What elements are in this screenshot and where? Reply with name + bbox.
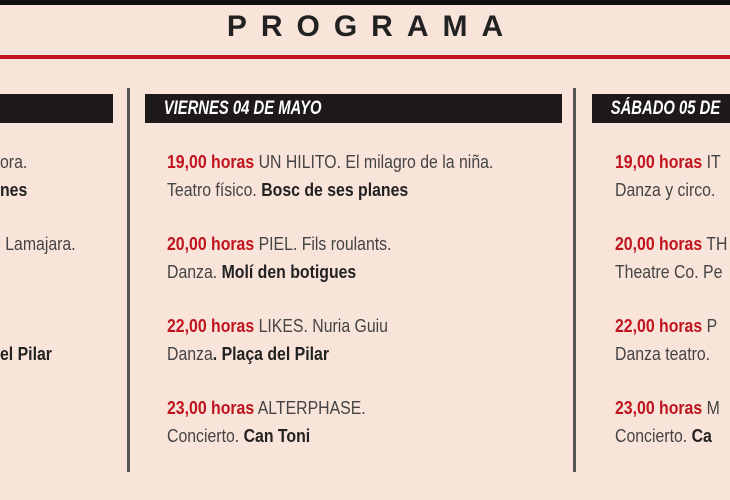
event-title: IT [702,152,721,172]
event-line: 19,00 horas IT [615,152,721,172]
event-line: 20,00 horas TH [615,234,727,254]
event-line: 23,00 horas M [615,398,720,418]
event-genre: Danza. [167,262,222,282]
day-header-left [0,94,113,123]
day-label: SÁBADO 05 DE [610,98,721,119]
event-time: 20,00 horas [167,234,255,254]
event-genre: Concierto. [167,426,244,446]
column-divider [573,88,576,472]
event-venue: nes [0,180,28,200]
event-line: Danza teatro. [615,344,710,364]
event-title: P [702,316,718,336]
event-line: 22,00 horas LIKES. Nuria Guiu [167,316,388,336]
event-genre: Danza [167,344,213,364]
event-title: M [702,398,720,418]
event-genre: Teatro físico. [167,180,262,200]
event-genre: Concierto. [615,426,692,446]
event-line: Danza. Molí den botigues [167,262,356,282]
event-time: 23,00 horas [167,398,255,418]
event-venue: Molí den botigues [221,262,357,282]
event-line: Concierto. Ca [615,426,712,446]
event-time: 19,00 horas [615,152,703,172]
day-label: VIERNES 04 DE MAYO [163,98,322,119]
day-header-friday: VIERNES 04 DE MAYO [145,94,562,123]
event-venue: Ca [691,426,712,446]
event-genre: Theatre Co. Pe [615,262,723,282]
event-line: Danza y circo. [615,180,715,200]
event-line: ora. [0,152,28,172]
day-header-saturday: SÁBADO 05 DE [592,94,730,123]
event-time: 19,00 horas [167,152,255,172]
event-time: 22,00 horas [167,316,255,336]
event-line: 19,00 horas UN HILITO. El milagro de la … [167,152,493,172]
title-rule [0,55,730,59]
event-title: UN HILITO. El milagro de la niña. [254,152,494,172]
event-title: TH [702,234,728,254]
top-bar [0,0,730,5]
event-venue: . Plaça del Pilar [212,344,330,364]
event-line: 20,00 horas PIEL. Fils roulants. [167,234,392,254]
event-line: 22,00 horas P [615,316,717,336]
event-venue: Can Toni [243,426,311,446]
event-time: 23,00 horas [615,398,703,418]
event-line: o Lamajara. [0,234,76,254]
event-title: ALTERPHASE. [254,398,366,418]
event-title: PIEL. Fils roulants. [254,234,392,254]
event-line: Teatro físico. Bosc de ses planes [167,180,408,200]
event-line: Danza. Plaça del Pilar [167,344,329,364]
event-genre: Danza y circo. [615,180,716,200]
event-venue: Bosc de ses planes [261,180,409,200]
event-venue: el Pilar [0,344,52,364]
event-genre: Danza teatro. [615,344,711,364]
event-line: 23,00 horas ALTERPHASE. [167,398,366,418]
page-title: PROGRAMA [226,10,518,43]
event-line: Theatre Co. Pe [615,262,722,282]
event-time: 22,00 horas [615,316,703,336]
column-divider [127,88,130,472]
event-time: 20,00 horas [615,234,703,254]
event-title: LIKES. Nuria Guiu [254,316,389,336]
event-line: Concierto. Can Toni [167,426,310,446]
